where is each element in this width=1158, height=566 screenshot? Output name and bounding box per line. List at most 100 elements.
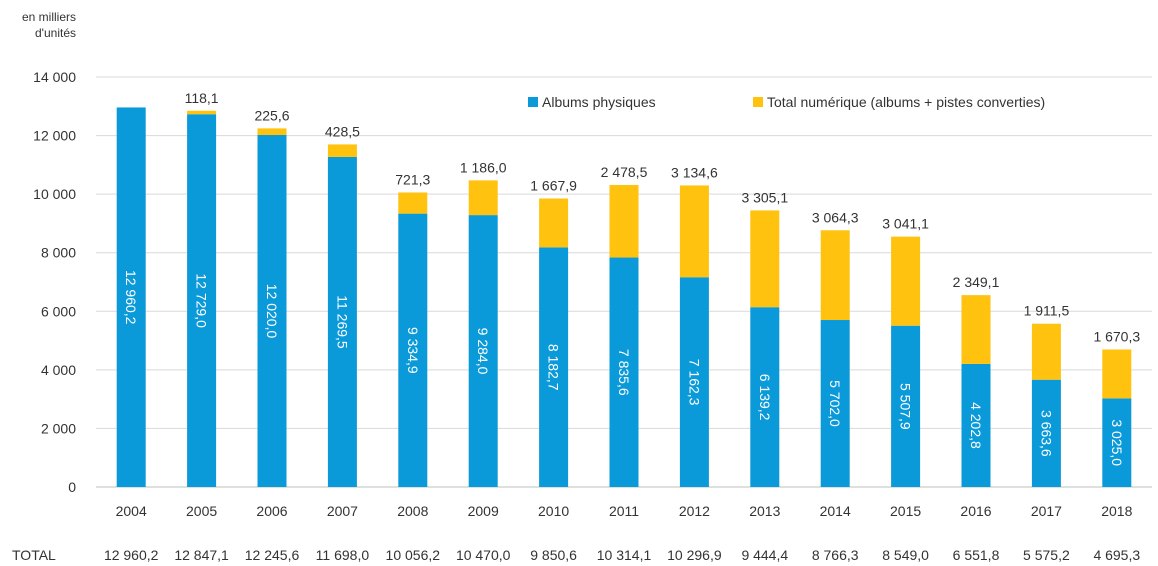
bar-physical-2007 — [327, 156, 357, 487]
total-value-2013: 9 444,4 — [741, 547, 788, 563]
legend-label-digital: Total numérique (albums + pistes convert… — [767, 94, 1045, 110]
bar-physical-2018 — [1102, 398, 1132, 487]
bar-physical-2016 — [961, 363, 991, 487]
bar-digital-2015 — [891, 236, 921, 326]
data-label-digital-2012: 3 134,6 — [671, 164, 718, 180]
x-tick-label-2011: 2011 — [609, 503, 639, 519]
bar-physical-2005 — [187, 114, 217, 488]
x-tick-label-2017: 2017 — [1031, 503, 1062, 519]
total-value-2017: 5 575,2 — [1023, 547, 1070, 563]
x-tick-label-2010: 2010 — [538, 503, 569, 519]
data-label-physical-2009: 9 284,0 — [475, 328, 491, 375]
data-label-digital-2014: 3 064,3 — [812, 209, 859, 225]
legend: Albums physiques Total numérique (albums… — [528, 94, 1045, 110]
bar-digital-2005 — [187, 110, 217, 115]
data-label-digital-2005: 118,1 — [185, 90, 219, 106]
x-tick-label-2018: 2018 — [1101, 503, 1132, 519]
data-label-physical-2007: 11 269,5 — [334, 295, 350, 349]
data-label-physical-2015: 5 507,9 — [898, 383, 914, 430]
x-tick-label-2013: 2013 — [749, 503, 780, 519]
unit-label-line1: en milliers — [22, 10, 76, 24]
data-label-digital-2007: 428,5 — [325, 123, 360, 139]
bar-physical-2011 — [609, 257, 639, 487]
total-value-2012: 10 296,9 — [667, 547, 722, 563]
bar-physical-2008 — [398, 213, 428, 487]
bar-digital-2006 — [257, 128, 287, 135]
total-value-2005: 12 847,1 — [174, 547, 229, 563]
legend-swatch-digital — [753, 97, 763, 107]
x-tick-label-2007: 2007 — [327, 503, 358, 519]
data-label-digital-2011: 2 478,5 — [601, 164, 648, 180]
data-labels: 12 960,2 12 729,0 118,1 12 020,0 225,6 11 269… — [123, 90, 1140, 467]
data-label-digital-2015: 3 041,1 — [882, 216, 929, 232]
data-label-physical-2004: 12 960,2 — [123, 270, 139, 325]
data-label-physical-2011: 7 835,6 — [616, 349, 632, 396]
data-label-digital-2009: 1 186,0 — [460, 159, 507, 175]
data-label-physical-2006: 12 020,0 — [264, 284, 280, 339]
bar-digital-2011 — [609, 184, 639, 258]
total-value-2018: 4 695,3 — [1093, 547, 1140, 563]
y-tick-label: 14 000 — [33, 69, 76, 85]
bar-physical-2012 — [679, 277, 709, 487]
legend-label-physical: Albums physiques — [542, 94, 656, 110]
y-axis-ticks: 0 2 000 4 000 6 000 8 000 10 000 12 000 14 000 — [33, 69, 76, 495]
data-label-physical-2012: 7 162,3 — [686, 359, 702, 406]
total-row: 12 960,2 12 847,1 12 245,6 11 698,0 10 056,2… — [104, 547, 1140, 563]
bar-digital-2008 — [398, 192, 428, 214]
bar-digital-2017 — [1031, 323, 1061, 380]
x-tick-label-2012: 2012 — [679, 503, 710, 519]
data-label-physical-2018: 3 025,0 — [1109, 419, 1125, 466]
unit-label-line2: d'unités — [35, 26, 76, 40]
x-axis-ticks: 2004 2005 2006 2007 2008 2009 2010 2011 2012 2013… — [116, 503, 1133, 519]
data-label-digital-2010: 1 667,9 — [530, 178, 577, 194]
x-tick-label-2015: 2015 — [890, 503, 921, 519]
x-tick-label-2016: 2016 — [960, 503, 991, 519]
total-value-2011: 10 314,1 — [597, 547, 652, 563]
x-tick-label-2005: 2005 — [186, 503, 217, 519]
bar-physical-2006 — [257, 134, 287, 487]
bar-physical-2013 — [750, 307, 780, 487]
y-tick-label: 8 000 — [41, 245, 76, 261]
total-value-2008: 10 056,2 — [386, 547, 441, 563]
bar-digital-2013 — [750, 210, 780, 308]
total-value-2004: 12 960,2 — [104, 547, 159, 563]
bars — [116, 107, 1132, 488]
y-tick-label: 10 000 — [33, 186, 76, 202]
y-tick-label: 4 000 — [41, 362, 76, 378]
data-label-physical-2005: 12 729,0 — [194, 273, 210, 328]
total-value-2007: 11 698,0 — [316, 547, 370, 563]
bar-physical-2010 — [539, 247, 569, 487]
total-value-2014: 8 766,3 — [812, 547, 859, 563]
x-tick-label-2004: 2004 — [116, 503, 147, 519]
bar-physical-2014 — [820, 320, 850, 487]
y-tick-label: 0 — [68, 479, 76, 495]
bar-digital-2010 — [539, 198, 569, 248]
data-label-digital-2013: 3 305,1 — [741, 189, 788, 205]
data-label-digital-2008: 721,3 — [395, 171, 430, 187]
data-label-physical-2017: 3 663,6 — [1038, 410, 1054, 457]
y-tick-label: 6 000 — [41, 303, 76, 319]
y-tick-label: 12 000 — [33, 128, 76, 144]
data-label-physical-2013: 6 139,2 — [757, 374, 773, 421]
data-label-digital-2017: 1 911,5 — [1024, 303, 1070, 319]
bar-physical-2009 — [468, 215, 498, 487]
y-tick-label: 2 000 — [41, 420, 76, 436]
total-row-label: TOTAL — [12, 547, 56, 563]
data-label-physical-2014: 5 702,0 — [827, 380, 843, 427]
total-value-2009: 10 470,0 — [456, 547, 511, 563]
total-value-2016: 6 551,8 — [953, 547, 1000, 563]
data-label-digital-2006: 225,6 — [254, 107, 289, 123]
x-tick-label-2006: 2006 — [256, 503, 287, 519]
data-label-physical-2016: 4 202,8 — [968, 402, 984, 449]
data-label-physical-2008: 9 334,9 — [405, 327, 421, 374]
data-label-physical-2010: 8 182,7 — [546, 344, 562, 391]
total-value-2015: 8 549,0 — [882, 547, 929, 563]
x-tick-label-2009: 2009 — [468, 503, 499, 519]
bar-digital-2007 — [327, 144, 357, 157]
x-tick-label-2014: 2014 — [820, 503, 851, 519]
bar-digital-2009 — [468, 180, 498, 216]
total-value-2006: 12 245,6 — [245, 547, 300, 563]
x-tick-label-2008: 2008 — [397, 503, 428, 519]
bar-digital-2016 — [961, 295, 991, 364]
